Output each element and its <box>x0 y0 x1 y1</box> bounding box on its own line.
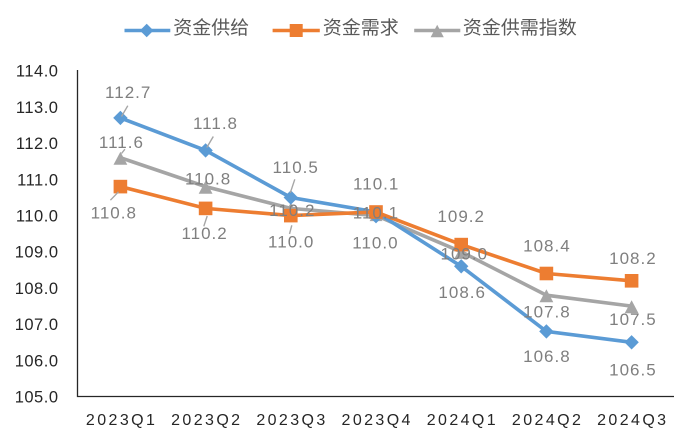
svg-text:106.5: 106.5 <box>609 360 657 379</box>
svg-text:112.0: 112.0 <box>16 135 59 153</box>
svg-text:105.0: 105.0 <box>15 389 59 407</box>
svg-text:111.8: 111.8 <box>193 114 238 133</box>
svg-text:107.5: 107.5 <box>609 310 657 329</box>
svg-text:2024Q3: 2024Q3 <box>597 412 668 429</box>
svg-text:110.0: 110.0 <box>268 233 314 252</box>
svg-text:107.8: 107.8 <box>523 303 571 322</box>
svg-text:107.0: 107.0 <box>15 316 59 334</box>
svg-text:2023Q3: 2023Q3 <box>256 412 327 429</box>
svg-text:110.0: 110.0 <box>352 233 398 252</box>
svg-text:108.6: 108.6 <box>438 283 486 302</box>
svg-text:108.0: 108.0 <box>15 280 59 298</box>
svg-text:2023Q1: 2023Q1 <box>86 412 157 429</box>
svg-text:109.2: 109.2 <box>437 207 485 226</box>
svg-text:111.0: 111.0 <box>17 171 58 189</box>
svg-text:110.1: 110.1 <box>353 204 399 223</box>
svg-text:110.5: 110.5 <box>273 158 319 177</box>
svg-text:114.0: 114.0 <box>16 63 59 81</box>
svg-text:106.8: 106.8 <box>523 347 571 366</box>
svg-text:110.2: 110.2 <box>181 224 227 243</box>
svg-text:109.0: 109.0 <box>15 244 59 262</box>
svg-text:109.0: 109.0 <box>441 245 489 264</box>
svg-text:2024Q2: 2024Q2 <box>512 412 583 429</box>
svg-text:2023Q2: 2023Q2 <box>171 412 242 429</box>
svg-text:2024Q1: 2024Q1 <box>427 412 498 429</box>
svg-text:106.0: 106.0 <box>15 352 59 370</box>
svg-text:108.4: 108.4 <box>523 237 571 256</box>
svg-text:110.8: 110.8 <box>91 204 137 223</box>
svg-text:110.8: 110.8 <box>185 170 231 189</box>
svg-text:110.0: 110.0 <box>16 208 59 226</box>
svg-text:111.6: 111.6 <box>99 133 144 152</box>
svg-text:2023Q4: 2023Q4 <box>342 412 413 429</box>
svg-text:112.7: 112.7 <box>105 83 151 102</box>
svg-text:110.1: 110.1 <box>353 175 399 194</box>
svg-text:113.0: 113.0 <box>16 99 59 117</box>
svg-text:108.2: 108.2 <box>609 249 657 268</box>
svg-text:110.2: 110.2 <box>269 201 315 220</box>
